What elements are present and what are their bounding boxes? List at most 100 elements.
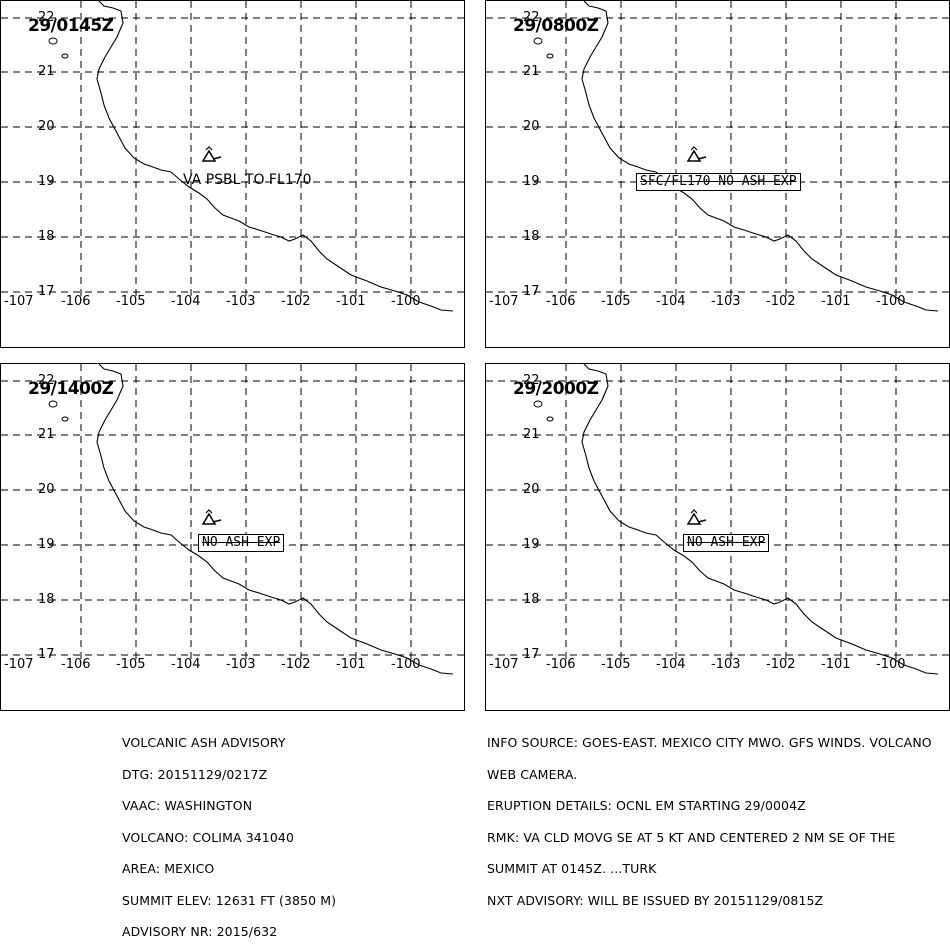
longitude-label: -100 xyxy=(391,657,421,672)
longitude-label: -101 xyxy=(821,657,851,672)
latitude-label: 18 xyxy=(38,592,55,607)
volcano-icon xyxy=(201,146,222,162)
latitude-label: 17 xyxy=(523,647,540,662)
advisory-line: VOLCANO: COLIMA 341040 xyxy=(122,829,295,845)
island xyxy=(546,416,554,422)
longitude-label: -100 xyxy=(391,294,421,309)
map-panel-2: 29/0800Z SFC/FL170 NO ASH EXP 22 21 20 19 18… xyxy=(485,0,950,348)
island xyxy=(61,416,69,422)
latitude-label: 22 xyxy=(523,10,540,25)
va-forecast-label: NO ASH EXP xyxy=(683,534,770,552)
latitude-label: 19 xyxy=(523,537,540,552)
latitude-label: 17 xyxy=(38,284,55,299)
advisory-line: NXT ADVISORY: WILL BE ISSUED BY 20151129… xyxy=(487,892,824,908)
longitude-label: -106 xyxy=(61,294,91,309)
longitude-label: -107 xyxy=(4,294,34,309)
longitude-label: -102 xyxy=(766,657,796,672)
map-canvas xyxy=(1,363,466,675)
longitude-label: -103 xyxy=(226,294,256,309)
advisory-line: SUMMIT ELEV: 12631 FT (3850 M) xyxy=(122,892,337,908)
advisory-header-block: VOLCANIC ASH ADVISORY DTG: 20151129/0217… xyxy=(122,717,336,948)
longitude-label: -105 xyxy=(601,657,631,672)
longitude-label: -104 xyxy=(656,294,686,309)
latitude-label: 22 xyxy=(38,373,55,388)
longitude-label: -102 xyxy=(281,657,311,672)
latitude-label: 18 xyxy=(523,592,540,607)
map-panel-3: 29/1400Z NO ASH EXP 22 21 20 19 18 17 -107 -106… xyxy=(0,363,466,711)
coastline xyxy=(581,0,939,312)
longitude-label: -104 xyxy=(656,657,686,672)
longitude-label: -101 xyxy=(336,294,366,309)
va-forecast-label: NO ASH EXP xyxy=(198,534,285,552)
advisory-line: INFO SOURCE: GOES-EAST. MEXICO CITY MWO.… xyxy=(487,735,932,750)
coastline xyxy=(96,363,454,675)
map-canvas xyxy=(486,0,950,312)
volcano-icon xyxy=(686,146,707,162)
longitude-label: -103 xyxy=(711,294,741,309)
coastline xyxy=(96,0,454,312)
longitude-label: -104 xyxy=(171,657,201,672)
map-panel-1: 29/0145Z VA PSBL TO FL170 22 21 20 19 18 17 -1… xyxy=(0,0,466,348)
advisory-line: WEB CAMERA. xyxy=(487,766,578,782)
latitude-label: 19 xyxy=(38,537,55,552)
longitude-label: -102 xyxy=(281,294,311,309)
latitude-label: 18 xyxy=(38,229,55,244)
island xyxy=(48,37,58,45)
panel-time: 29/0800Z xyxy=(513,16,599,36)
latitude-label: 18 xyxy=(523,229,540,244)
longitude-label: -105 xyxy=(601,294,631,309)
advisory-details-block: INFO SOURCE: GOES-EAST. MEXICO CITY MWO.… xyxy=(487,717,932,917)
longitude-label: -103 xyxy=(711,657,741,672)
island xyxy=(61,53,69,59)
longitude-label: -106 xyxy=(546,294,576,309)
map-panel-4: 29/2000Z NO ASH EXP 22 21 20 19 18 17 -107 -106… xyxy=(485,363,950,711)
latitude-label: 19 xyxy=(523,174,540,189)
latitude-label: 17 xyxy=(38,647,55,662)
latitude-label: 21 xyxy=(523,64,540,79)
map-canvas xyxy=(1,0,466,312)
island xyxy=(48,400,58,408)
panel-time: 29/0145Z xyxy=(28,16,114,36)
longitude-label: -100 xyxy=(876,294,906,309)
longitude-label: -106 xyxy=(61,657,91,672)
longitude-label: -104 xyxy=(171,294,201,309)
advisory-line: RMK: VA CLD MOVG SE AT 5 KT AND CENTERED… xyxy=(487,829,896,845)
latitude-label: 21 xyxy=(523,427,540,442)
longitude-label: -107 xyxy=(4,657,34,672)
longitude-label: -101 xyxy=(336,657,366,672)
latitude-label: 20 xyxy=(38,482,55,497)
advisory-line: ADVISORY NR: 2015/632 xyxy=(122,924,278,939)
volcano-icon xyxy=(201,509,222,525)
longitude-label: -100 xyxy=(876,657,906,672)
latitude-label: 20 xyxy=(38,119,55,134)
advisory-line: VOLCANIC ASH ADVISORY xyxy=(122,735,286,750)
panel-time: 29/1400Z xyxy=(28,379,114,399)
latitude-label: 17 xyxy=(523,284,540,299)
longitude-label: -101 xyxy=(821,294,851,309)
advisory-line: AREA: MEXICO xyxy=(122,861,215,876)
longitude-label: -105 xyxy=(116,294,146,309)
volcano-icon xyxy=(686,509,707,525)
va-forecast-label: VA PSBL TO FL170 xyxy=(183,172,312,188)
longitude-label: -105 xyxy=(116,657,146,672)
latitude-label: 19 xyxy=(38,174,55,189)
longitude-label: -107 xyxy=(489,294,519,309)
latitude-label: 22 xyxy=(523,373,540,388)
longitude-label: -102 xyxy=(766,294,796,309)
island xyxy=(533,400,543,408)
map-canvas xyxy=(486,363,950,675)
latitude-label: 20 xyxy=(523,119,540,134)
longitude-label: -107 xyxy=(489,657,519,672)
longitude-label: -103 xyxy=(226,657,256,672)
va-forecast-label: SFC/FL170 NO ASH EXP xyxy=(636,173,801,191)
advisory-line: DTG: 20151129/0217Z xyxy=(122,766,268,782)
coastline xyxy=(581,363,939,675)
advisory-line: ERUPTION DETAILS: OCNL EM STARTING 29/00… xyxy=(487,798,806,813)
panel-time: 29/2000Z xyxy=(513,379,599,399)
longitude-label: -106 xyxy=(546,657,576,672)
latitude-label: 20 xyxy=(523,482,540,497)
latitude-label: 21 xyxy=(38,64,55,79)
island xyxy=(533,37,543,45)
latitude-label: 22 xyxy=(38,10,55,25)
advisory-line: SUMMIT AT 0145Z. ...TURK xyxy=(487,861,657,876)
